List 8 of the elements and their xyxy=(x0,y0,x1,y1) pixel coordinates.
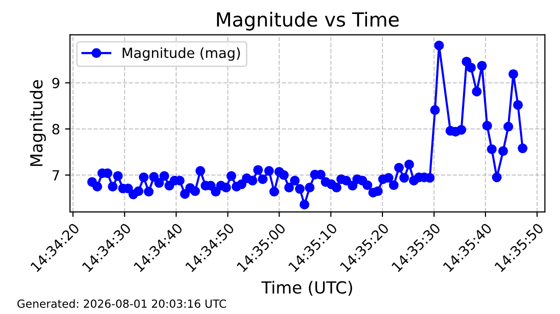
legend-label: Magnitude (mag) xyxy=(122,47,240,61)
x-axis-title: Time (UTC) xyxy=(261,280,352,296)
y-tick-label: 9 xyxy=(52,78,60,88)
y-tick-label: 7 xyxy=(52,170,60,180)
chart-title: Magnitude vs Time xyxy=(217,12,399,31)
y-tick-label: 8 xyxy=(52,124,60,134)
text: Generated: 2026-08-01 20:03:16 UTC xyxy=(17,299,226,308)
y-axis-title: Magnitude xyxy=(30,80,46,166)
